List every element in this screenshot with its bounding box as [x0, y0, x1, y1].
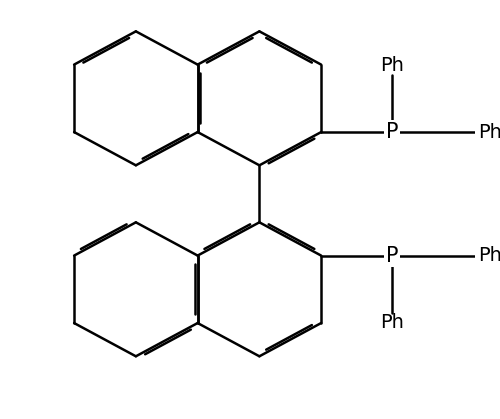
Text: Ph: Ph	[478, 123, 500, 142]
Text: Ph: Ph	[380, 56, 404, 75]
Text: Ph: Ph	[478, 246, 500, 265]
Text: P: P	[386, 122, 398, 142]
Text: Ph: Ph	[380, 313, 404, 331]
Text: P: P	[386, 246, 398, 266]
